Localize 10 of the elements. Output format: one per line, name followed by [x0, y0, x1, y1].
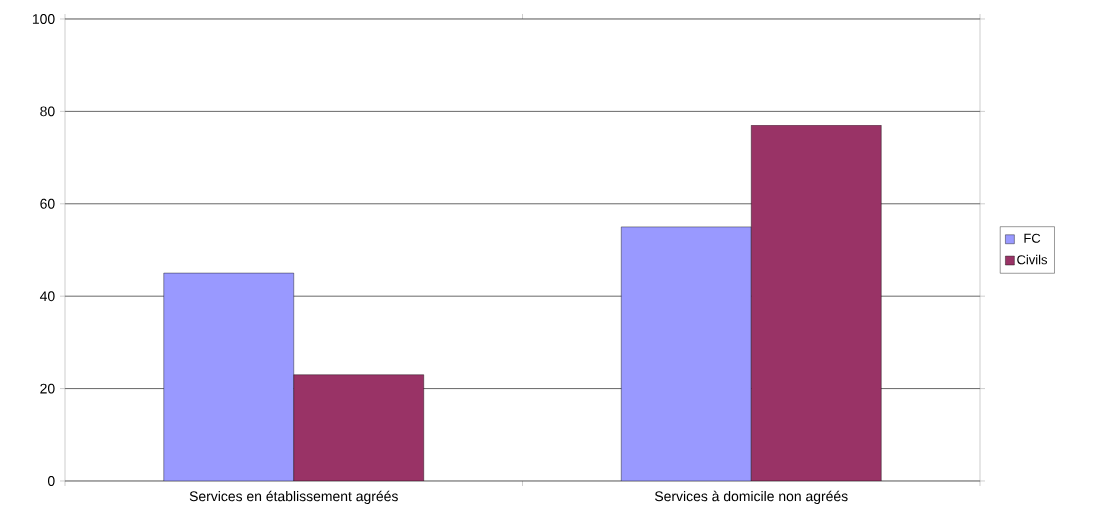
y-tick-label: 40 — [39, 291, 55, 302]
y-tick-label: 80 — [40, 106, 55, 117]
x-tick-label: Services en établissement agréés — [189, 490, 398, 504]
y-tick-label: 20 — [40, 383, 55, 394]
legend-label: Civils — [1017, 254, 1048, 265]
legend-label: FC — [1024, 233, 1041, 243]
y-tick-label: 60 — [40, 198, 55, 209]
x-tick-label: Services à domicile non agréés — [654, 490, 848, 504]
y-tick-label: 100 — [32, 14, 55, 24]
y-tick-label: 0 — [47, 476, 55, 486]
